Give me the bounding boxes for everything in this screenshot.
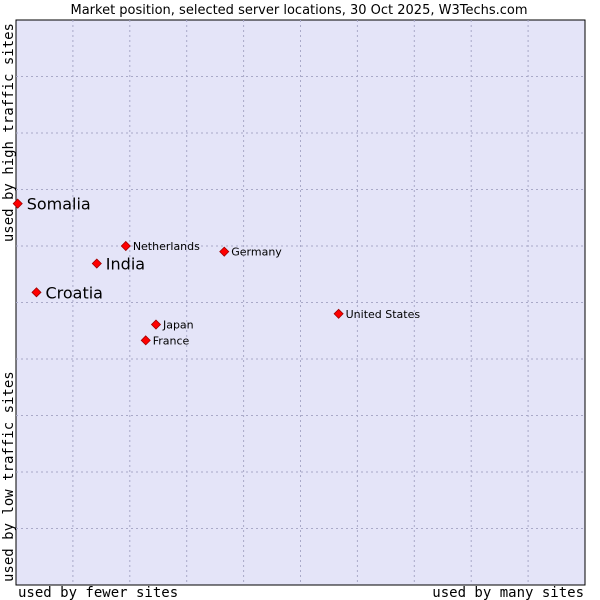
label-croatia: Croatia (45, 283, 103, 302)
label-france: France (153, 334, 190, 347)
data-point-croatia: Croatia (31, 283, 103, 302)
label-germany: Germany (231, 246, 282, 259)
marker-somalia (12, 198, 23, 209)
marker-france (140, 335, 151, 346)
data-point-somalia: Somalia (12, 195, 91, 214)
data-point-germany: Germany (219, 246, 282, 259)
data-point-india: India (91, 255, 145, 274)
data-point-japan: Japan (150, 319, 194, 332)
data-point-united-states: United States (333, 308, 421, 321)
label-somalia: Somalia (27, 195, 91, 214)
x-axis-label-right: used by many sites (432, 585, 584, 600)
data-point-france: France (140, 334, 190, 347)
label-japan: Japan (162, 319, 194, 332)
grid-lines (16, 20, 585, 585)
marker-germany (219, 246, 230, 257)
label-netherlands: Netherlands (133, 240, 200, 253)
y-axis-label-top: used by high traffic sites (1, 23, 17, 242)
label-united-states: United States (346, 308, 421, 321)
marker-japan (150, 319, 162, 330)
chart-title: Market position, selected server locatio… (70, 3, 527, 18)
y-axis-label-bottom: used by low traffic sites (1, 371, 17, 582)
x-axis-label-left: used by fewer sites (18, 585, 178, 600)
marker-india (91, 258, 102, 269)
data-point-netherlands: Netherlands (120, 240, 200, 253)
marker-united-states (333, 308, 344, 319)
label-india: India (106, 255, 145, 274)
marker-netherlands (120, 240, 131, 252)
marker-croatia (31, 287, 42, 298)
